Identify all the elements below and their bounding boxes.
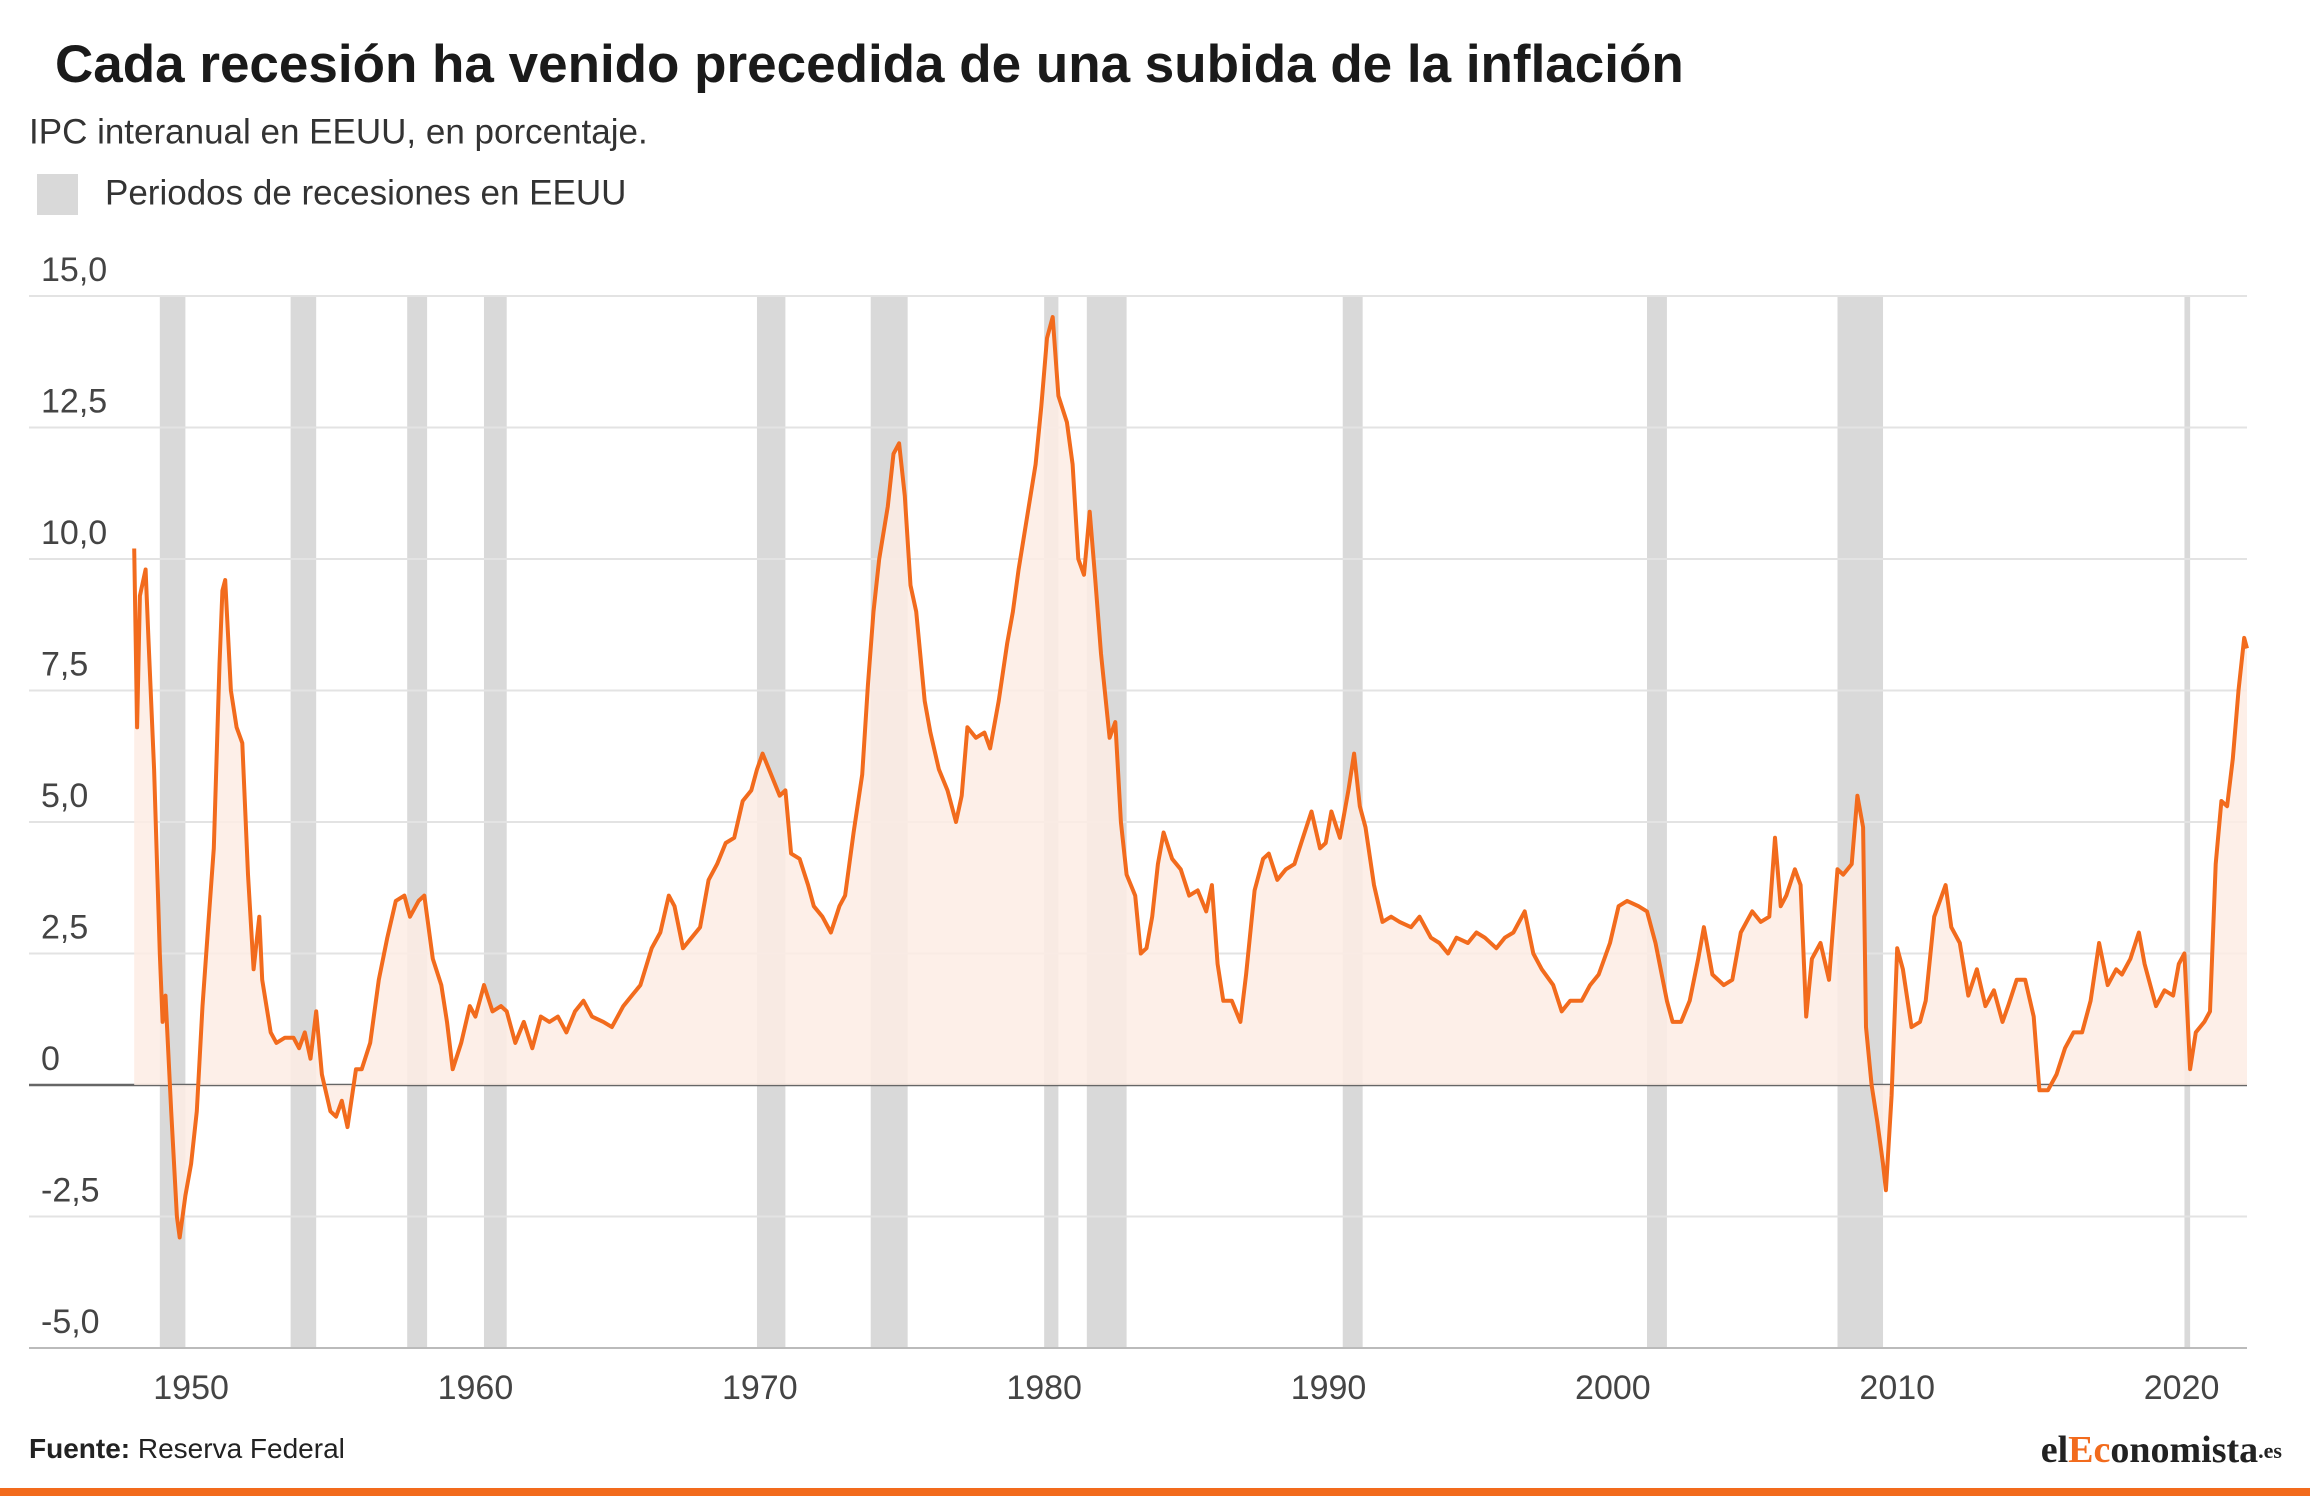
chart-subtitle: IPC interanual en EEUU, en porcentaje.	[29, 112, 648, 151]
y-tick-label: -2,5	[41, 1171, 100, 1209]
x-tick-label: 2020	[2144, 1369, 2220, 1407]
x-tick-label: 1980	[1006, 1369, 1082, 1407]
y-tick-label: -5,0	[41, 1303, 100, 1341]
footer-bar	[0, 1488, 2310, 1496]
y-tick-label: 2,5	[41, 908, 88, 946]
x-tick-label: 2010	[1859, 1369, 1935, 1407]
logo-part: onomista	[2110, 1429, 2258, 1471]
x-tick-label: 2000	[1575, 1369, 1651, 1407]
plot-area: -5,0 -2,5 0 2,5 5,0 7,5 10,0 12,5 15,0 1950 1960 19…	[29, 251, 2249, 1407]
legend-swatch	[37, 174, 78, 215]
logo-part: el	[2041, 1429, 2068, 1471]
x-tick-label: 1970	[722, 1369, 798, 1407]
x-tick-label: 1950	[153, 1369, 229, 1407]
source-text: Reserva Federal	[138, 1433, 345, 1464]
logo-part: .es	[2258, 1438, 2282, 1463]
source-label: Fuente:	[29, 1433, 130, 1464]
area	[134, 317, 2248, 1238]
y-tick-label: 12,5	[41, 382, 107, 420]
chart-title: Cada recesión ha venido precedida de una…	[55, 35, 1684, 94]
x-tick-label: 1960	[438, 1369, 514, 1407]
source: Fuente: Reserva Federal	[29, 1433, 345, 1464]
x-tick-label: 1990	[1291, 1369, 1367, 1407]
y-tick-label: 5,0	[41, 777, 88, 815]
y-tick-label: 0	[41, 1040, 60, 1078]
y-tick-label: 7,5	[41, 645, 88, 683]
y-tick-label: 10,0	[41, 514, 107, 552]
logo: elEconomista.es	[2041, 1429, 2283, 1471]
y-tick-label: 15,0	[41, 251, 107, 289]
legend-label: Periodos de recesiones en EEUU	[105, 173, 626, 212]
line	[132, 315, 2249, 1240]
logo-part: Ec	[2068, 1429, 2110, 1471]
